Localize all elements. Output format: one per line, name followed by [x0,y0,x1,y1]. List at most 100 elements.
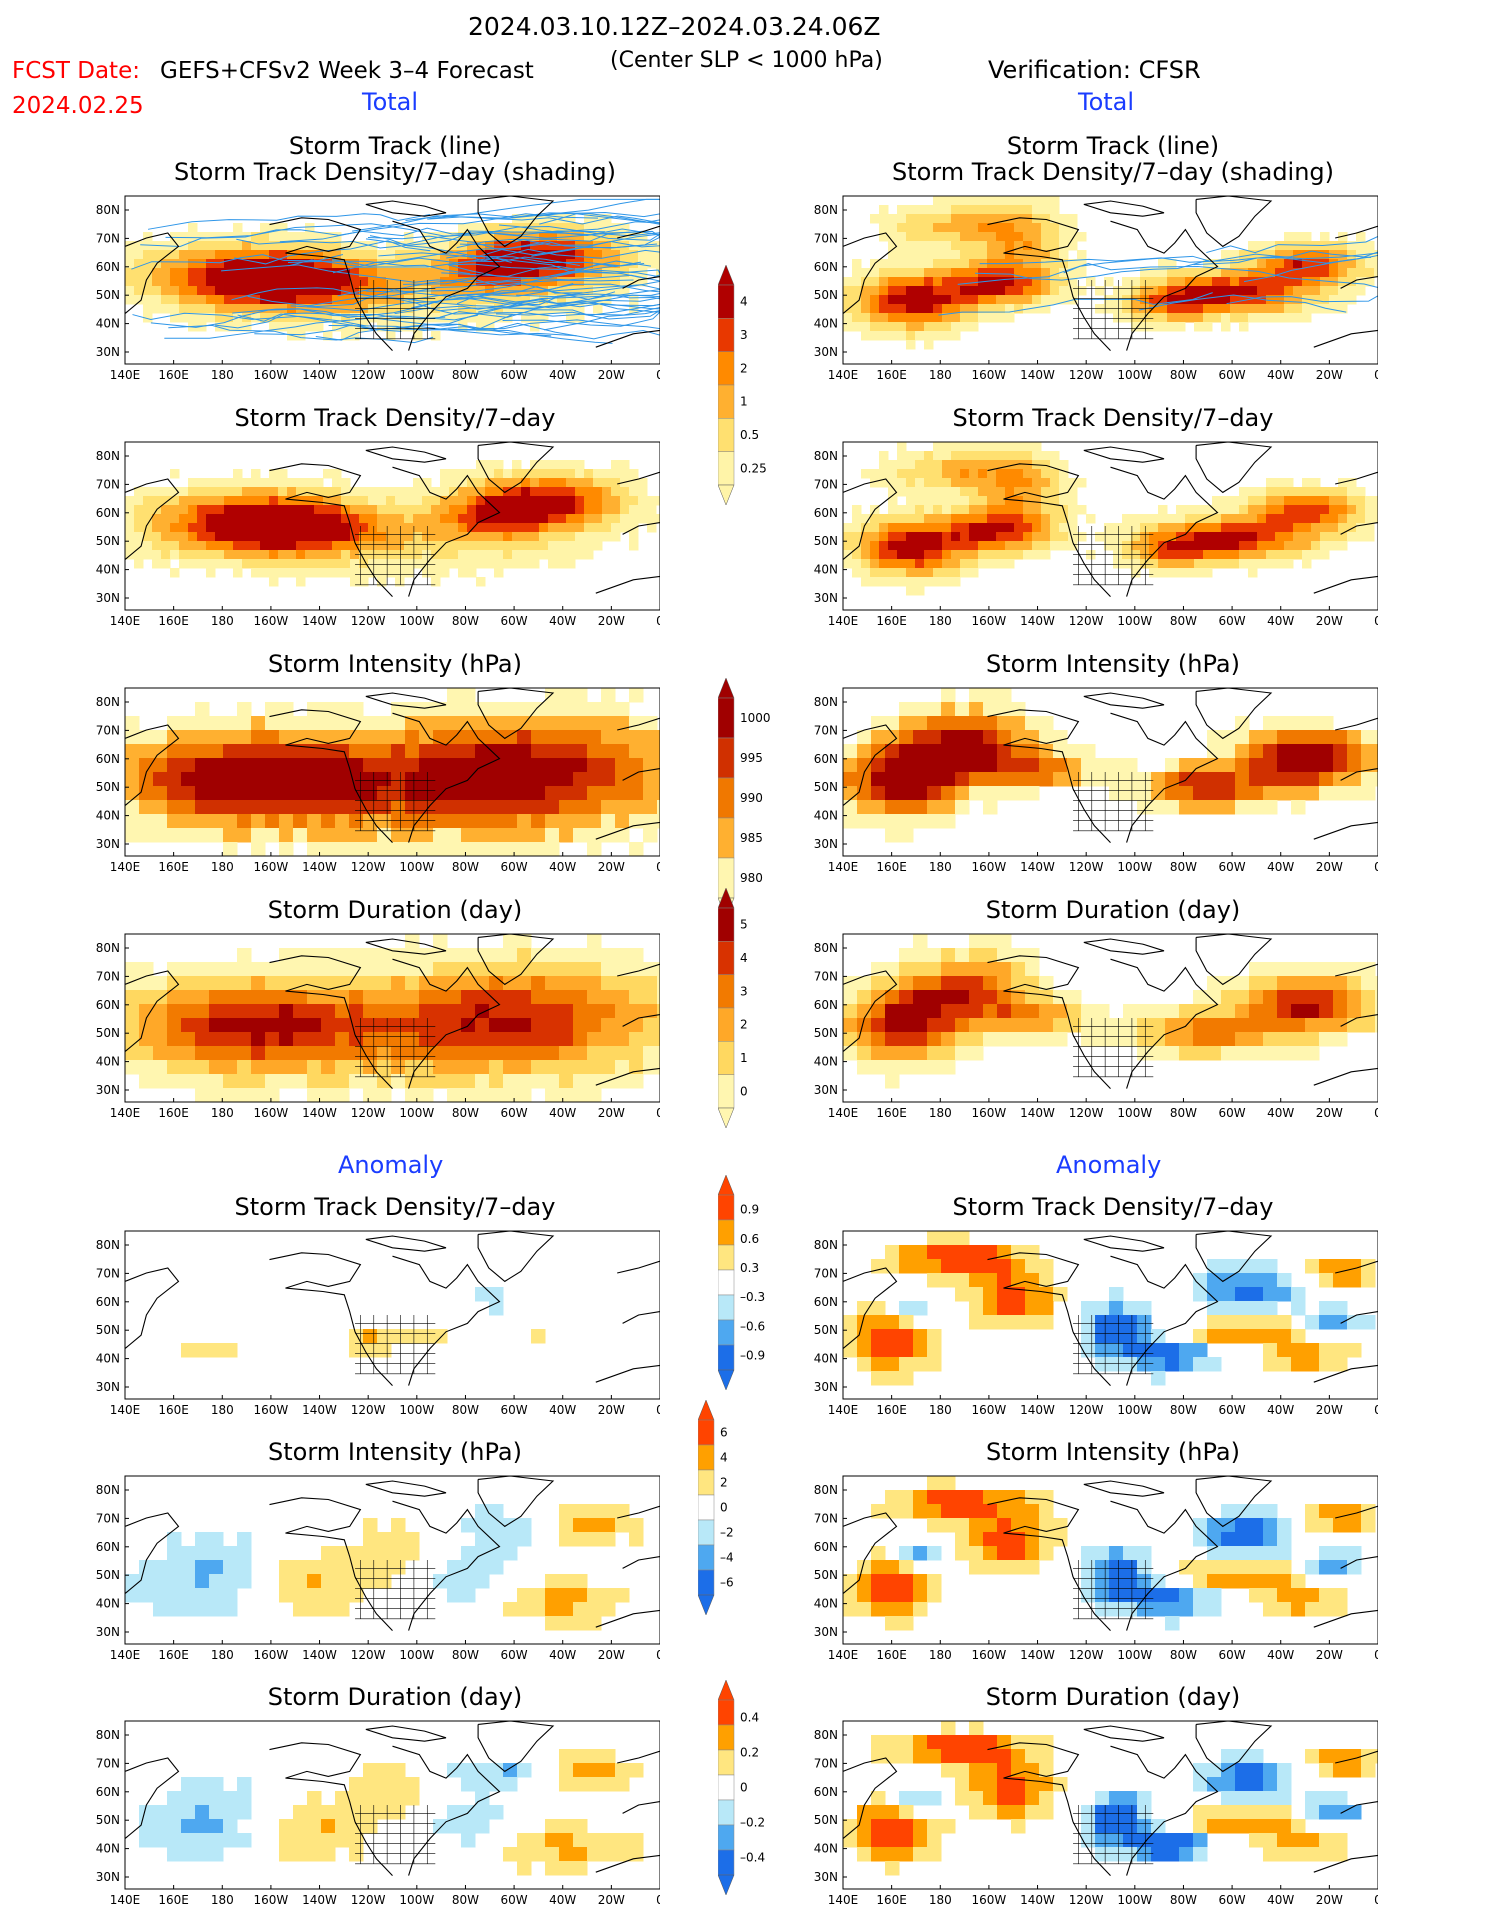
shade-cell [915,550,925,560]
shade-cell [1032,451,1042,461]
shade-cell [512,259,522,269]
shade-cell [927,976,942,991]
shade-cell [206,259,216,269]
shade-cell [983,1532,998,1547]
shade-cell [951,277,961,287]
coastline [269,217,393,351]
shade-cell [489,1777,504,1792]
shade-cell [1263,1301,1278,1316]
shade-cell [545,1088,560,1103]
shade-cell [629,487,639,497]
shade-cell [1277,1004,1292,1019]
coastline [622,1801,661,1814]
shade-cell [1005,442,1015,452]
shade-cell [1179,1588,1194,1603]
shade-cell [885,1588,900,1603]
coastline [987,1252,1111,1386]
shade-cell [899,976,914,991]
shade-cell [1284,532,1294,542]
shade-cell [431,577,441,587]
shade-cell [377,976,392,991]
shade-cell [134,514,144,524]
shade-cell [1319,1018,1334,1033]
shade-cell [870,295,880,305]
shade-cell [852,541,862,551]
shade-cell [942,331,952,341]
lon-label: 40W [1267,1403,1294,1417]
shade-cell [1311,478,1321,488]
shade-cell [1039,1004,1054,1019]
shade-cell [224,250,234,260]
shade-cell [629,505,639,515]
shade-cell [391,744,406,759]
shade-cell [461,1777,476,1792]
shade-cell [1095,1546,1110,1561]
shade-cell [341,478,351,488]
shade-cell [885,1315,900,1330]
shade-cell [1123,1032,1138,1047]
shade-cell [447,1588,462,1603]
lon-label: 0 [656,614,660,628]
lon-label: 80W [452,1648,479,1662]
shade-cell [321,948,336,963]
shade-cell [251,313,261,323]
shade-cell [888,322,898,332]
shade-cell [503,814,518,829]
shade-cell [188,478,198,488]
lat-label: 40N [814,1352,838,1366]
shade-cell [512,550,522,560]
shade-cell [377,505,387,515]
shade-cell [861,559,871,569]
shade-cell [960,487,970,497]
shade-cell [433,786,448,801]
shade-cell [955,1287,970,1302]
shade-cell [467,313,477,323]
shade-cell [265,744,280,759]
shade-cell [323,313,333,323]
lon-label: 160W [972,368,1007,382]
coastline [617,963,661,977]
shade-cell [405,828,420,843]
shade-cell [341,523,351,533]
shade-cell [879,259,889,269]
shade-cell [1221,1560,1236,1575]
shade-cell [167,1060,182,1075]
shade-cell [195,1602,210,1617]
coastline [617,471,661,485]
shade-cell [983,976,998,991]
shade-cell [933,250,943,260]
shade-cell [941,990,956,1005]
shade-cell [1212,541,1222,551]
shade-cell [1059,286,1069,296]
lon-label: 120W [1069,1648,1104,1662]
shade-cell [1293,286,1303,296]
shade-cell [475,772,490,787]
shade-cell [879,295,889,305]
shade-cell [1025,1245,1040,1260]
shade-cell [125,295,135,305]
storm-track-line [132,312,367,327]
shade-cell [530,487,540,497]
shade-cell [615,1847,630,1862]
shade-cell [601,948,616,963]
shade-cell [279,786,294,801]
shade-cell [913,1357,928,1372]
shade-cell [575,277,585,287]
shade-cell [559,1861,574,1876]
shade-cell [161,496,171,506]
lon-label: 20W [1316,368,1343,382]
shade-cell [548,505,558,515]
shade-cell [942,196,952,206]
shade-cell [305,250,315,260]
shade-cell [251,250,261,260]
coastline [1340,1556,1379,1569]
shade-cell [899,1329,914,1344]
coastline [1313,1609,1379,1628]
shade-cell [1005,550,1015,560]
shade-cell [152,295,162,305]
shade-cell [1179,1343,1194,1358]
shade-cell [1104,541,1114,551]
shade-cell [924,487,934,497]
storm-track-line [237,313,402,332]
coastline [124,724,180,807]
